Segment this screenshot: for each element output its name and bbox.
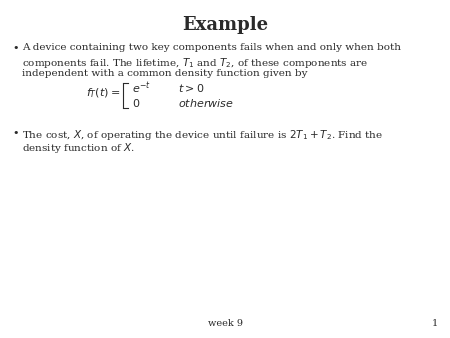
Text: 1: 1 [432,319,438,328]
Text: $\mathit{otherwise}$: $\mathit{otherwise}$ [178,97,234,109]
Text: Example: Example [182,16,268,34]
Text: $f_T(t) =$: $f_T(t) =$ [86,86,120,100]
Text: The cost, $X$, of operating the device until failure is $2T_1 + T_2$. Find the: The cost, $X$, of operating the device u… [22,128,383,142]
Text: A device containing two key components fails when and only when both: A device containing two key components f… [22,43,401,52]
Text: •: • [12,43,18,53]
Text: •: • [12,128,18,138]
Text: density function of $X$.: density function of $X$. [22,141,135,155]
Text: $e^{-t}$: $e^{-t}$ [132,80,151,96]
Text: components fail. The lifetime, $T_1$ and $T_2$, of these components are: components fail. The lifetime, $T_1$ and… [22,56,368,70]
Text: week 9: week 9 [207,319,243,328]
Text: independent with a common density function given by: independent with a common density functi… [22,69,307,78]
Text: $t > 0$: $t > 0$ [178,82,204,94]
Text: $0$: $0$ [132,97,140,109]
